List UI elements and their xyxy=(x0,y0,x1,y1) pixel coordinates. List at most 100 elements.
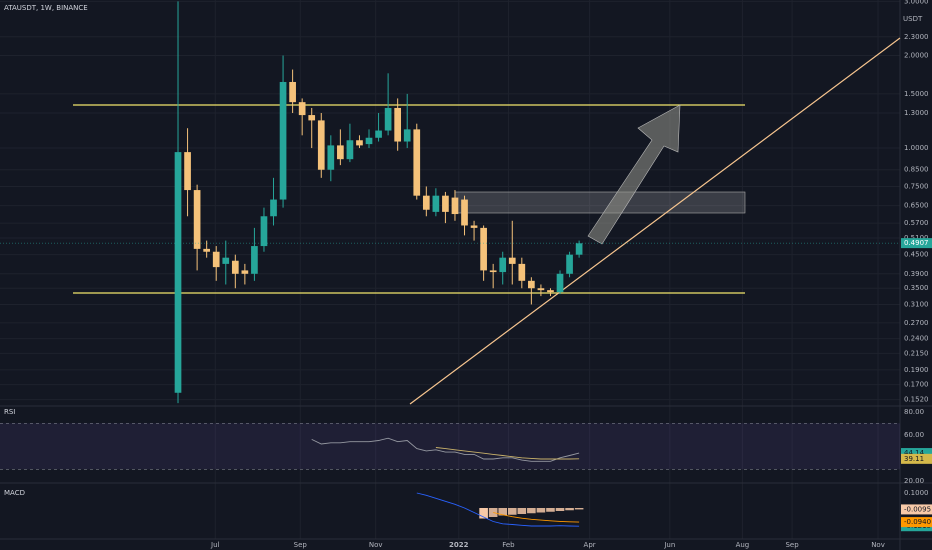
candle-body xyxy=(432,195,440,212)
candle-body xyxy=(327,145,335,170)
y-tick-label: 0.2700 xyxy=(904,319,929,327)
unit-label: USDT xyxy=(903,15,923,23)
last-value-box xyxy=(901,453,932,464)
candle-body xyxy=(203,248,211,252)
candle-body xyxy=(442,195,449,212)
candle-body xyxy=(499,257,507,273)
histogram-bar xyxy=(536,508,546,513)
candle-body xyxy=(289,81,296,103)
y-tick-label: 2.0000 xyxy=(904,51,929,59)
x-tick-label: Jun xyxy=(663,541,675,549)
last-value-box xyxy=(901,504,932,515)
histogram-bar xyxy=(527,508,536,514)
macd-line xyxy=(493,512,580,523)
y-tick-label: 80.00 xyxy=(904,408,924,416)
last-value-label: 44.14 xyxy=(904,449,925,457)
histogram-bar xyxy=(479,508,488,519)
histogram-bar xyxy=(555,508,565,511)
trend-line xyxy=(409,37,901,405)
candle-body xyxy=(508,257,516,264)
candle-body xyxy=(518,263,526,281)
x-tick-label: Nov xyxy=(369,541,383,549)
y-tick-label: 1.5000 xyxy=(904,90,929,98)
y-tick-label: 0.3100 xyxy=(904,300,929,308)
candle-body xyxy=(174,152,182,393)
rsi-band xyxy=(0,423,900,470)
x-tick-label: Nov xyxy=(871,541,885,549)
arrow xyxy=(587,104,681,245)
plot xyxy=(0,1,900,527)
candle-body xyxy=(528,280,535,289)
y-tick-label: 0.3900 xyxy=(904,270,929,278)
histogram-bar xyxy=(488,508,498,517)
candle-body xyxy=(260,216,268,247)
candle-body xyxy=(241,270,249,274)
grid xyxy=(0,0,900,539)
rsi-line xyxy=(311,437,580,462)
candle-body xyxy=(298,102,306,116)
candle-body xyxy=(489,270,497,273)
histogram-bar xyxy=(565,508,574,511)
candle-body xyxy=(346,140,354,160)
candle-body xyxy=(365,137,373,145)
last-value-label: 39.11 xyxy=(904,455,924,463)
y-tick-label: 2.3000 xyxy=(904,33,929,41)
x-tick-label: Sep xyxy=(785,541,799,549)
y-tick-label: 0.1520 xyxy=(904,396,929,404)
candle-body xyxy=(337,145,344,160)
candle-body xyxy=(308,115,316,121)
candle-body xyxy=(184,152,191,191)
x-tick-label: 2022 xyxy=(449,541,469,549)
y-tick-label: 0.2400 xyxy=(904,335,929,343)
candle-body xyxy=(356,140,363,146)
y-tick-label: 0.2150 xyxy=(904,349,929,357)
x-tick-label: Jul xyxy=(210,541,220,549)
rsi-title: RSI xyxy=(4,408,15,416)
candle-body xyxy=(317,120,325,170)
y-tick-label: 0.5100 xyxy=(904,234,929,242)
candle-body xyxy=(231,260,239,274)
last-value-label: -0.0940 xyxy=(904,518,931,526)
candle-body xyxy=(279,81,287,200)
last-value-label: -0.0095 xyxy=(904,505,931,513)
y-tick-label: 0.8500 xyxy=(904,166,929,174)
candle-body xyxy=(537,288,545,291)
histogram-bar xyxy=(574,508,584,510)
histogram-bar xyxy=(517,508,527,514)
candle-body xyxy=(403,129,411,142)
candle-body xyxy=(384,107,392,131)
candle-body xyxy=(270,199,277,217)
candle-body xyxy=(480,227,487,271)
y-tick-label: 0.1000 xyxy=(904,489,929,497)
candle-body xyxy=(251,246,258,274)
candle-body xyxy=(566,254,573,274)
y-tick-label: 0.3500 xyxy=(904,284,929,292)
candle-body xyxy=(556,273,564,293)
y-tick-label: 20.00 xyxy=(904,477,924,485)
histogram-bar xyxy=(546,508,555,512)
macd-line xyxy=(416,492,580,527)
candle-body xyxy=(461,199,468,226)
y-tick-label: 1.0000 xyxy=(904,144,929,152)
last-price-box xyxy=(901,238,932,249)
histogram-bar xyxy=(498,508,508,516)
x-tick-label: Apr xyxy=(584,541,596,549)
candle-body xyxy=(547,290,554,293)
y-tick-label: 0.5700 xyxy=(904,219,929,227)
rsi-line xyxy=(435,447,580,460)
y-tick-label: 0.6500 xyxy=(904,202,929,210)
candle-body xyxy=(413,129,421,196)
zone-rectangle xyxy=(454,191,746,214)
candle-body xyxy=(212,251,220,268)
candle-body xyxy=(193,190,201,249)
y-tick-label: 0.7500 xyxy=(904,182,929,190)
x-tick-label: Aug xyxy=(736,541,750,549)
last-value-box xyxy=(901,448,932,459)
y-tick-label: 0.1900 xyxy=(904,366,929,374)
y-tick-label: 3.0000 xyxy=(904,0,929,5)
last-price-label: 0.4907 xyxy=(904,239,929,247)
histogram-bar xyxy=(507,508,517,515)
chart-title: ATAUSDT, 1W, BINANCE xyxy=(4,4,88,12)
